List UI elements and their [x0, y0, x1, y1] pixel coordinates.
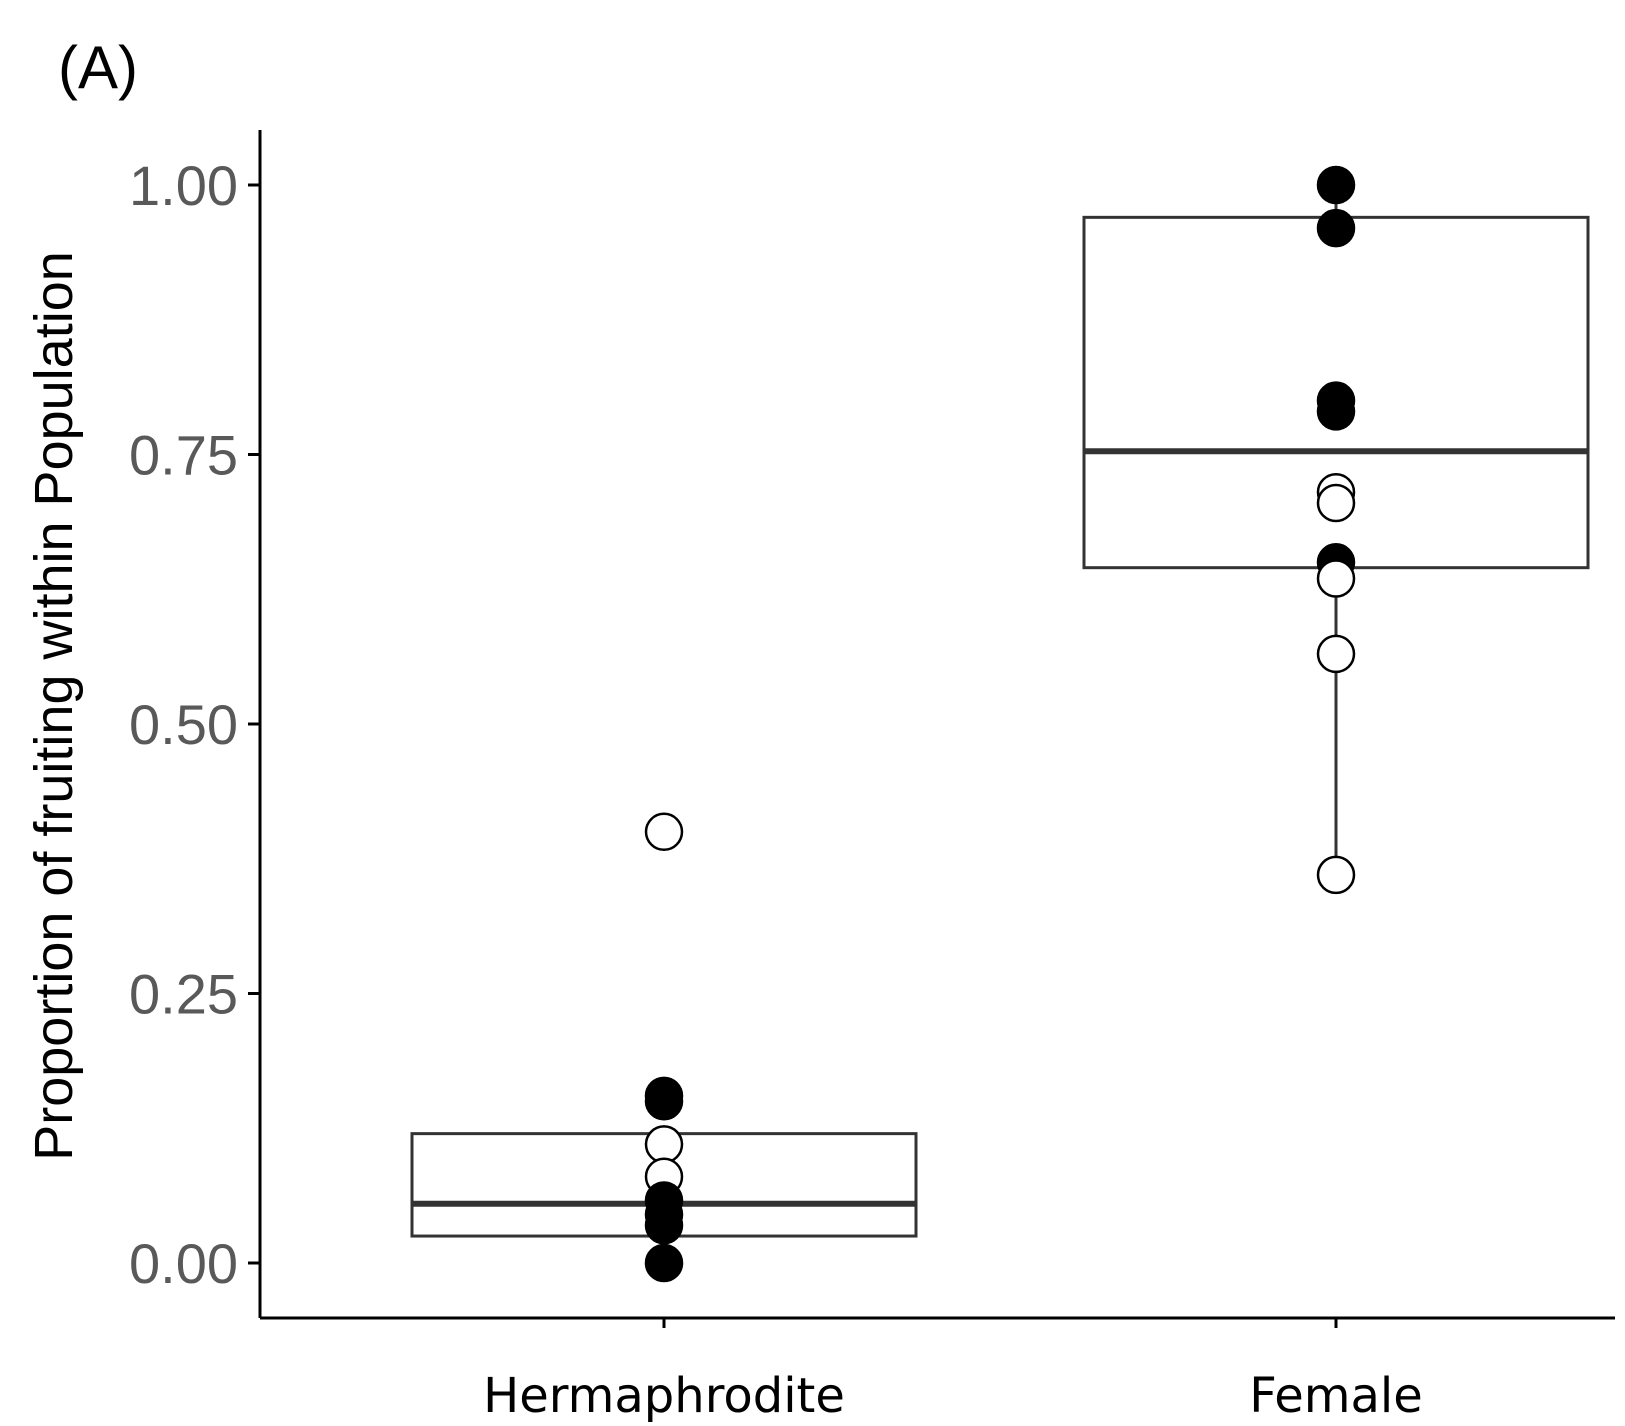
data-point-filled	[644, 1243, 684, 1283]
y-tick-label: 0.75	[129, 424, 238, 487]
y-tick-label: 0.25	[129, 963, 238, 1026]
data-point-filled	[1316, 208, 1356, 248]
data-point-open	[1316, 634, 1356, 674]
y-tick-label: 0.50	[129, 693, 238, 756]
data-point-open	[1316, 855, 1356, 895]
panel-label: (A)	[58, 34, 138, 101]
data-point-open	[644, 1125, 684, 1164]
y-tick-label: 0.00	[129, 1232, 238, 1295]
x-tick-label: Female	[1249, 1368, 1423, 1424]
y-tick-label: 1.00	[129, 154, 238, 217]
x-tick-label: Hermaphrodite	[483, 1368, 845, 1424]
data-point-filled	[1316, 165, 1356, 205]
data-point-open	[1316, 483, 1356, 523]
data-point-open	[1316, 559, 1356, 598]
data-point-filled	[644, 1082, 684, 1121]
plot-area: 0.00 0.25 0.50 0.75 1.00 Hermaphrodite Female	[129, 130, 1615, 1424]
y-axis-title: Proportion of fruiting within Population	[24, 251, 84, 1161]
data-point-filled	[1316, 392, 1356, 431]
data-point-filled	[644, 1206, 684, 1245]
data-point-open	[644, 812, 684, 852]
